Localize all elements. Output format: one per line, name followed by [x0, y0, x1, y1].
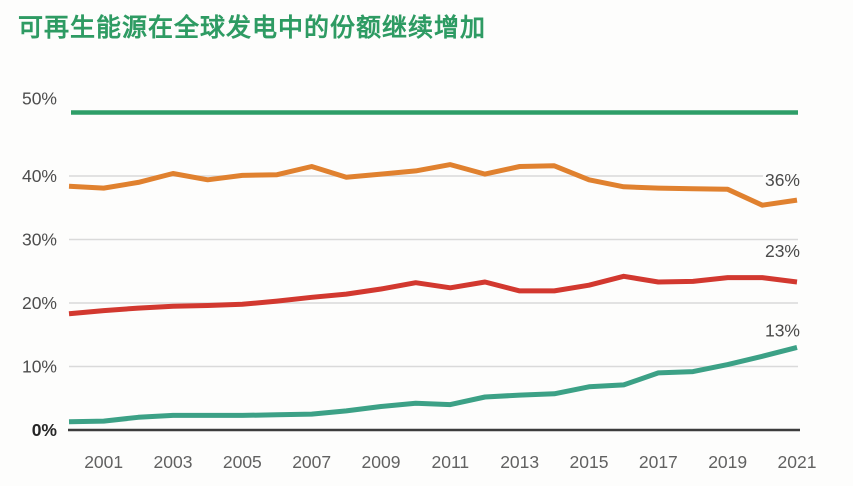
orange-top-line [68, 162, 798, 208]
x-tick-label: 2011 [432, 452, 470, 472]
x-tick-label: 2001 [84, 452, 123, 472]
series-lines [68, 162, 798, 425]
x-axis-labels: 2001 2003 2005 2007 2009 2011 2013 2015 2017 2019… [84, 452, 816, 472]
x-tick-label: 2009 [362, 452, 401, 472]
value-labels: 36% 23% 13% [762, 167, 803, 343]
grid-lines [68, 110, 800, 432]
y-tick-label: 10% [22, 357, 57, 377]
x-tick-label: 2005 [223, 452, 262, 472]
y-tick-label: 0% [32, 420, 58, 440]
x-tick-label: 2015 [570, 452, 609, 472]
orange-top-line-end-label: 36% [765, 170, 800, 190]
teal-bottom-line [68, 344, 798, 425]
y-tick-label: 40% [22, 166, 57, 186]
red-middle-line-end-label: 23% [765, 241, 800, 261]
y-axis-labels: 0% 10% 20% 30% 40% 50% [22, 89, 57, 441]
y-tick-label: 20% [22, 293, 57, 313]
x-tick-label: 2013 [500, 452, 539, 472]
y-tick-label: 50% [22, 89, 57, 109]
chart-title: 可再生能源在全球发电中的份额继续增加 [18, 14, 487, 42]
x-tick-label: 2021 [778, 452, 817, 472]
red-middle-line [68, 273, 798, 317]
teal-bottom-line-end-label: 13% [765, 320, 800, 340]
x-tick-label: 2019 [708, 452, 747, 472]
y-tick-label: 30% [22, 230, 57, 250]
x-tick-label: 2003 [154, 452, 193, 472]
x-tick-label: 2007 [292, 452, 331, 472]
x-tick-label: 2017 [639, 452, 678, 472]
